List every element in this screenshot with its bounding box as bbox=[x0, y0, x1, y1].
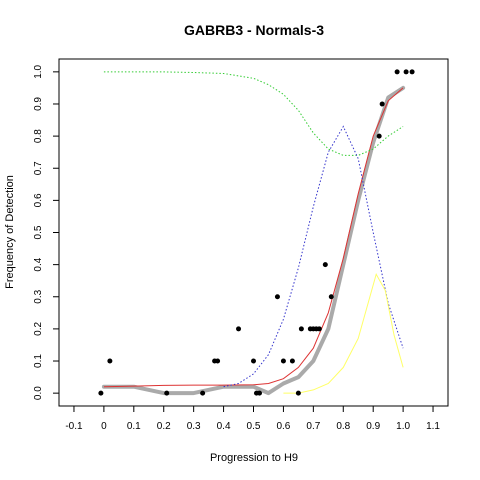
data-point bbox=[316, 326, 322, 332]
y-tick-label: 0.9 bbox=[33, 97, 44, 111]
data-point bbox=[215, 358, 221, 364]
x-axis: -0.1 0 0.1 0.2 0.3 0.4 0.5 0.6 0.7 0.8 0.9 1.0 1.1 bbox=[65, 406, 440, 432]
series-line bbox=[103, 87, 404, 388]
y-tick-label: 0.0 bbox=[33, 386, 44, 400]
data-point bbox=[379, 101, 385, 107]
x-tick-label: 0.9 bbox=[366, 421, 380, 432]
x-tick-label: -0.1 bbox=[65, 421, 83, 432]
data-point bbox=[376, 133, 382, 139]
data-point bbox=[289, 358, 295, 364]
x-tick-label: 0.6 bbox=[276, 421, 290, 432]
y-tick-label: 0.7 bbox=[33, 161, 44, 175]
data-point bbox=[107, 358, 113, 364]
y-tick-label: 0.5 bbox=[33, 225, 44, 239]
x-tick-label: 0.4 bbox=[217, 421, 231, 432]
smoothed-band bbox=[101, 85, 406, 396]
data-point bbox=[251, 358, 256, 364]
y-axis-label: Frequency of Detection bbox=[4, 175, 16, 289]
x-tick-label: 0 bbox=[101, 421, 107, 432]
y-tick-label: 0.8 bbox=[33, 129, 44, 143]
y-tick-label: 0.1 bbox=[33, 354, 44, 368]
data-point bbox=[256, 390, 262, 396]
y-tick-label: 0.2 bbox=[33, 322, 44, 336]
y-tick-label: 1.0 bbox=[33, 64, 44, 78]
data-point bbox=[200, 390, 206, 396]
data-point bbox=[236, 326, 242, 332]
data-point bbox=[274, 294, 280, 300]
x-tick-label: 0.8 bbox=[336, 421, 350, 432]
x-tick-label: 0.2 bbox=[157, 421, 171, 432]
data-point bbox=[394, 69, 400, 75]
y-tick-label: 0.6 bbox=[33, 193, 44, 207]
x-tick-label: 0.1 bbox=[127, 421, 141, 432]
x-tick-label: 1.1 bbox=[426, 421, 440, 432]
data-point bbox=[328, 294, 334, 300]
x-tick-label: 0.7 bbox=[306, 421, 320, 432]
data-point bbox=[298, 326, 304, 332]
x-tick-label: 1.0 bbox=[396, 421, 410, 432]
data-point bbox=[280, 358, 286, 364]
chart-title: GABRB3 - Normals-3 bbox=[184, 22, 324, 38]
series-line bbox=[283, 273, 404, 394]
y-tick-label: 0.3 bbox=[33, 289, 44, 303]
data-point bbox=[295, 390, 301, 396]
data-point bbox=[403, 69, 409, 75]
x-axis-label: Progression to H9 bbox=[210, 452, 298, 464]
series-line bbox=[103, 71, 404, 156]
plot-area bbox=[98, 69, 415, 396]
data-point bbox=[322, 262, 328, 268]
data-point bbox=[409, 69, 415, 75]
y-axis: 0.0 0.1 0.2 0.3 0.4 0.5 0.6 0.7 0.8 0.9 1.0 bbox=[33, 64, 59, 400]
x-tick-label: 0.3 bbox=[187, 421, 201, 432]
x-tick-label: 0.5 bbox=[247, 421, 261, 432]
data-point bbox=[98, 390, 104, 396]
data-point bbox=[164, 390, 170, 396]
y-tick-label: 0.4 bbox=[33, 257, 44, 271]
